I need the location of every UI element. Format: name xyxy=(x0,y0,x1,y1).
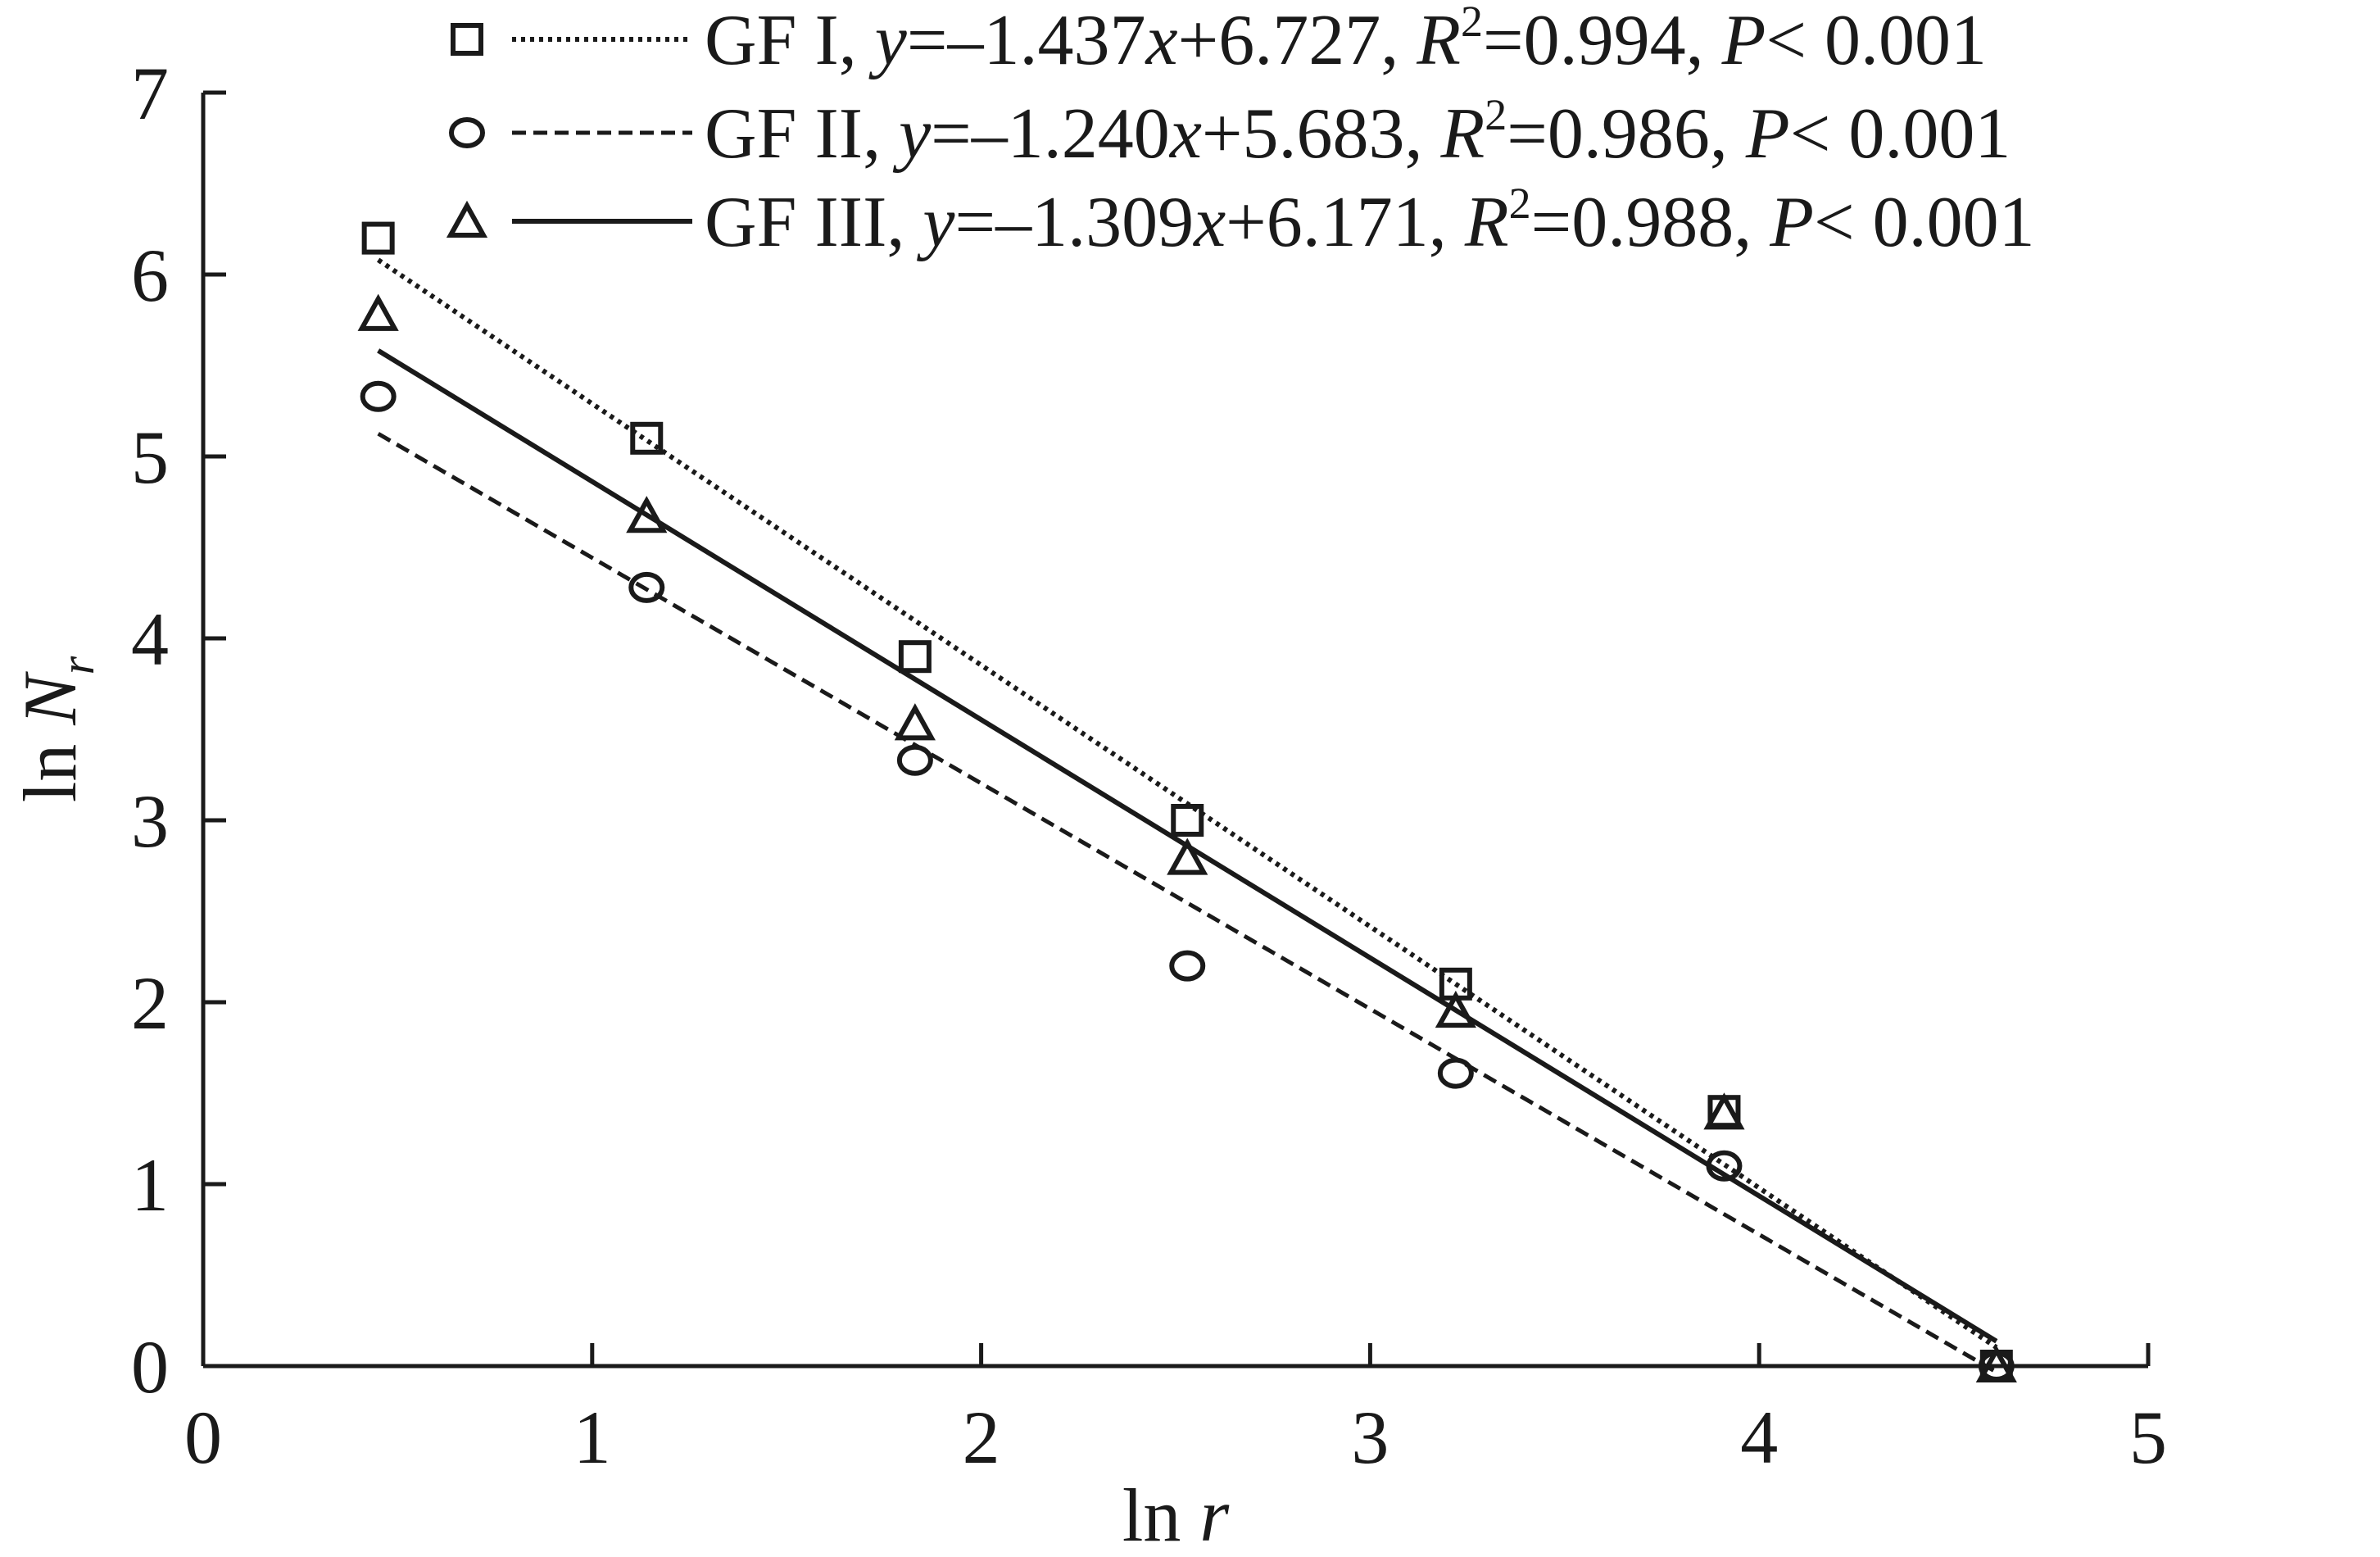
legend-marker-triangle xyxy=(446,200,488,238)
x-tick-label: 1 xyxy=(573,1396,611,1479)
y-tick-label: 7 xyxy=(131,52,169,135)
data-point-triangle xyxy=(626,496,668,533)
data-point-triangle xyxy=(1703,1092,1745,1130)
data-point-square xyxy=(898,640,932,674)
fit-line-square xyxy=(376,257,1998,1350)
data-point-triangle xyxy=(1975,1345,2017,1382)
legend-label: GF I, y=–1.437x+6.727, R2=0.994, P< 0.00… xyxy=(705,0,1987,80)
data-points xyxy=(357,221,2017,1382)
axes: 0 1 2 3 4 5 6 7 0 1 2 3 4 5 ln r ln Nr xyxy=(8,52,2167,1557)
data-point-triangle xyxy=(1435,990,1476,1028)
data-point-square xyxy=(1171,804,1204,837)
x-tick-label: 3 xyxy=(1351,1396,1389,1479)
data-point-circle xyxy=(1706,1150,1743,1182)
data-point-triangle xyxy=(357,293,399,331)
data-point-circle xyxy=(1437,1057,1474,1089)
fit-line-circle xyxy=(377,432,1998,1374)
legend-item: GF I, y=–1.437x+6.727, R2=0.994, P< 0.00… xyxy=(451,0,1987,80)
legend-marker-square xyxy=(451,23,483,56)
y-tick-label: 6 xyxy=(131,234,169,317)
legend-item: GF II, y=–1.240x+5.683, R2=0.986, P< 0.0… xyxy=(449,90,2011,174)
x-tick-label: 2 xyxy=(963,1396,1000,1479)
data-point-triangle xyxy=(894,703,936,741)
legend-item: GF III, y=–1.309x+6.171, R2=0.988, P< 0.… xyxy=(446,179,2035,262)
y-tick-label: 0 xyxy=(131,1325,169,1409)
data-point-triangle xyxy=(1167,838,1208,875)
data-point-circle xyxy=(628,571,665,603)
data-point-square xyxy=(361,221,395,255)
fit-lines xyxy=(376,257,1998,1374)
legend-marker-circle xyxy=(449,117,485,148)
x-axis-title: ln r xyxy=(1122,1473,1231,1553)
y-tick-label: 3 xyxy=(131,779,169,863)
y-tick-label: 2 xyxy=(131,961,169,1045)
data-point-circle xyxy=(896,744,933,776)
legend-label: GF II, y=–1.240x+5.683, R2=0.986, P< 0.0… xyxy=(705,90,2011,174)
y-axis-title: ln Nr xyxy=(8,656,104,802)
data-point-circle xyxy=(1169,950,1206,982)
y-tick-label: 5 xyxy=(131,415,169,499)
legend-label: GF III, y=–1.309x+6.171, R2=0.988, P< 0.… xyxy=(705,179,2035,262)
x-tick-label: 0 xyxy=(184,1396,222,1479)
y-tick-label: 1 xyxy=(131,1143,169,1227)
y-tick-label: 4 xyxy=(131,597,169,681)
x-tick-label: 4 xyxy=(1740,1396,1778,1479)
data-point-circle xyxy=(360,380,397,412)
x-tick-label: 5 xyxy=(2129,1396,2167,1479)
legend: GF I, y=–1.437x+6.727, R2=0.994, P< 0.00… xyxy=(446,0,2035,262)
data-point-square xyxy=(630,421,664,455)
